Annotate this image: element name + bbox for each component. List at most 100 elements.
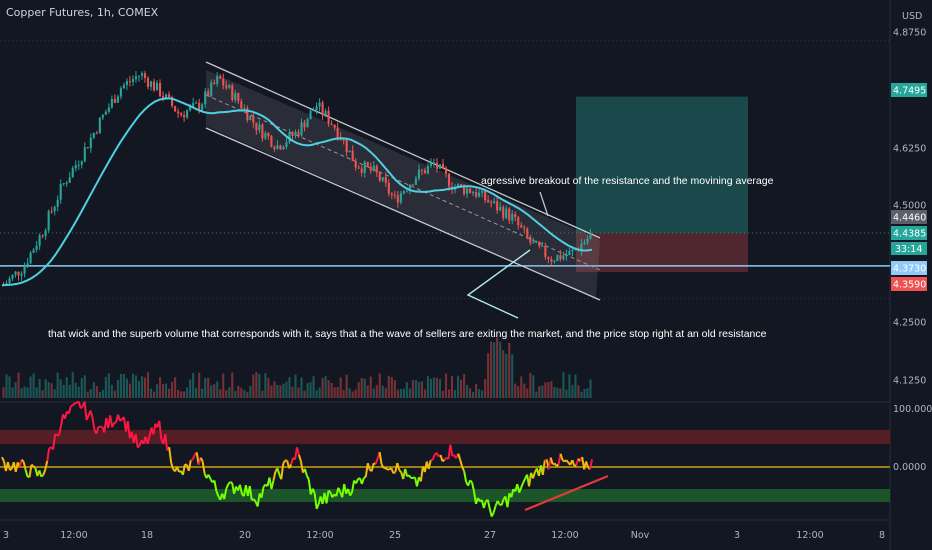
- candle-body: [490, 202, 493, 204]
- candle-body: [535, 241, 538, 243]
- volume-bar: [80, 378, 83, 398]
- candle-body: [29, 252, 32, 264]
- volume-bar: [228, 387, 231, 398]
- volume-bar: [285, 381, 288, 398]
- candle-body: [131, 79, 134, 82]
- candle-body: [246, 108, 249, 121]
- oscillator-segment: [178, 470, 182, 473]
- oscillator-segment: [20, 458, 25, 463]
- volume-bar: [381, 385, 384, 398]
- candle-body: [237, 93, 240, 102]
- candle-body: [26, 263, 29, 266]
- volume-bar: [86, 391, 89, 398]
- candle-body: [402, 191, 405, 194]
- oscillator-segment: [63, 411, 68, 420]
- oscillator-segment: [248, 485, 253, 501]
- oscillator-segment: [520, 482, 525, 488]
- volume-bar: [180, 391, 183, 398]
- price-badge-label: 4.4385: [893, 229, 926, 240]
- volume-bar: [219, 389, 222, 398]
- candle-body: [387, 182, 390, 194]
- oversold-band: [0, 489, 890, 502]
- oscillator-segment: [111, 422, 116, 428]
- volume-bar: [255, 372, 258, 398]
- candle-body: [318, 102, 321, 107]
- candle-body: [538, 241, 541, 246]
- volume-bar: [8, 376, 11, 398]
- candle-body: [366, 161, 369, 167]
- oscillator-segment: [589, 459, 593, 470]
- oscillator-segment: [522, 478, 527, 484]
- oscillator-segment: [18, 459, 23, 467]
- candle-body: [423, 170, 426, 174]
- volume-bar: [149, 388, 153, 398]
- candle-body: [502, 207, 505, 218]
- candle-body: [291, 132, 294, 136]
- candle-body: [282, 146, 285, 150]
- channel-top: [205, 61, 601, 239]
- oscillator-segment: [28, 464, 33, 478]
- volume-bar: [17, 372, 20, 398]
- oscillator-segment: [136, 444, 141, 449]
- candle-body: [158, 82, 162, 97]
- oscillator-segment: [452, 454, 455, 457]
- candle-body: [17, 271, 20, 276]
- volume-bar: [234, 390, 237, 398]
- candle-body: [580, 243, 583, 251]
- candle-body: [186, 110, 189, 118]
- candle-body: [140, 73, 144, 76]
- oscillator-segment: [213, 480, 218, 492]
- volume-bar: [444, 373, 448, 398]
- channel-mid: [205, 94, 601, 271]
- volume-bar: [493, 342, 496, 398]
- candle-body: [95, 132, 98, 134]
- candle-body: [408, 184, 411, 191]
- volume-bar: [107, 373, 110, 398]
- oscillator-segment: [366, 462, 371, 470]
- volume-bar: [134, 375, 138, 398]
- volume-bar: [312, 376, 315, 398]
- x-tick-label: 3: [734, 530, 740, 541]
- wick-arrow: [466, 249, 531, 319]
- volume-bar: [11, 387, 14, 398]
- volume-bar: [396, 389, 399, 398]
- volume-bar: [38, 378, 41, 398]
- candle-body: [104, 111, 107, 115]
- volume-bar: [405, 382, 408, 398]
- volume-bar: [589, 379, 592, 398]
- oscillator-segment: [288, 463, 292, 469]
- oscillator-segment: [463, 471, 468, 483]
- candle-body: [53, 206, 56, 212]
- y-tick-label: 4.8750: [893, 28, 926, 39]
- candle-body: [393, 194, 396, 196]
- candle-body: [243, 108, 246, 110]
- volume-bar: [351, 391, 354, 398]
- volume-bar: [174, 377, 177, 398]
- candle-body: [460, 184, 463, 186]
- oscillator-segment: [280, 463, 285, 480]
- candle-body: [511, 214, 514, 221]
- oscillator-segment: [469, 479, 473, 484]
- oscillator-segment: [79, 405, 84, 410]
- candle-body: [574, 249, 577, 251]
- volume-bar: [152, 391, 156, 398]
- candle-body: [378, 172, 381, 181]
- volume-bar: [192, 373, 195, 398]
- candle-body: [475, 192, 478, 197]
- overbought-band: [0, 430, 890, 444]
- candle-body: [198, 102, 201, 111]
- candle-body: [255, 122, 258, 131]
- candle-body: [125, 81, 128, 85]
- oscillator-segment: [72, 402, 76, 407]
- volume-bar: [505, 353, 508, 398]
- candle-body: [354, 161, 357, 168]
- volume-bar: [366, 385, 369, 398]
- volume-bar: [577, 385, 580, 398]
- volume-bar: [460, 379, 463, 398]
- volume-bar: [158, 377, 162, 398]
- candle-body: [101, 114, 104, 118]
- volume-bar: [5, 374, 8, 398]
- candle-body: [110, 99, 113, 108]
- candle-body: [207, 91, 210, 96]
- y-tick-label: 4.2500: [893, 318, 926, 329]
